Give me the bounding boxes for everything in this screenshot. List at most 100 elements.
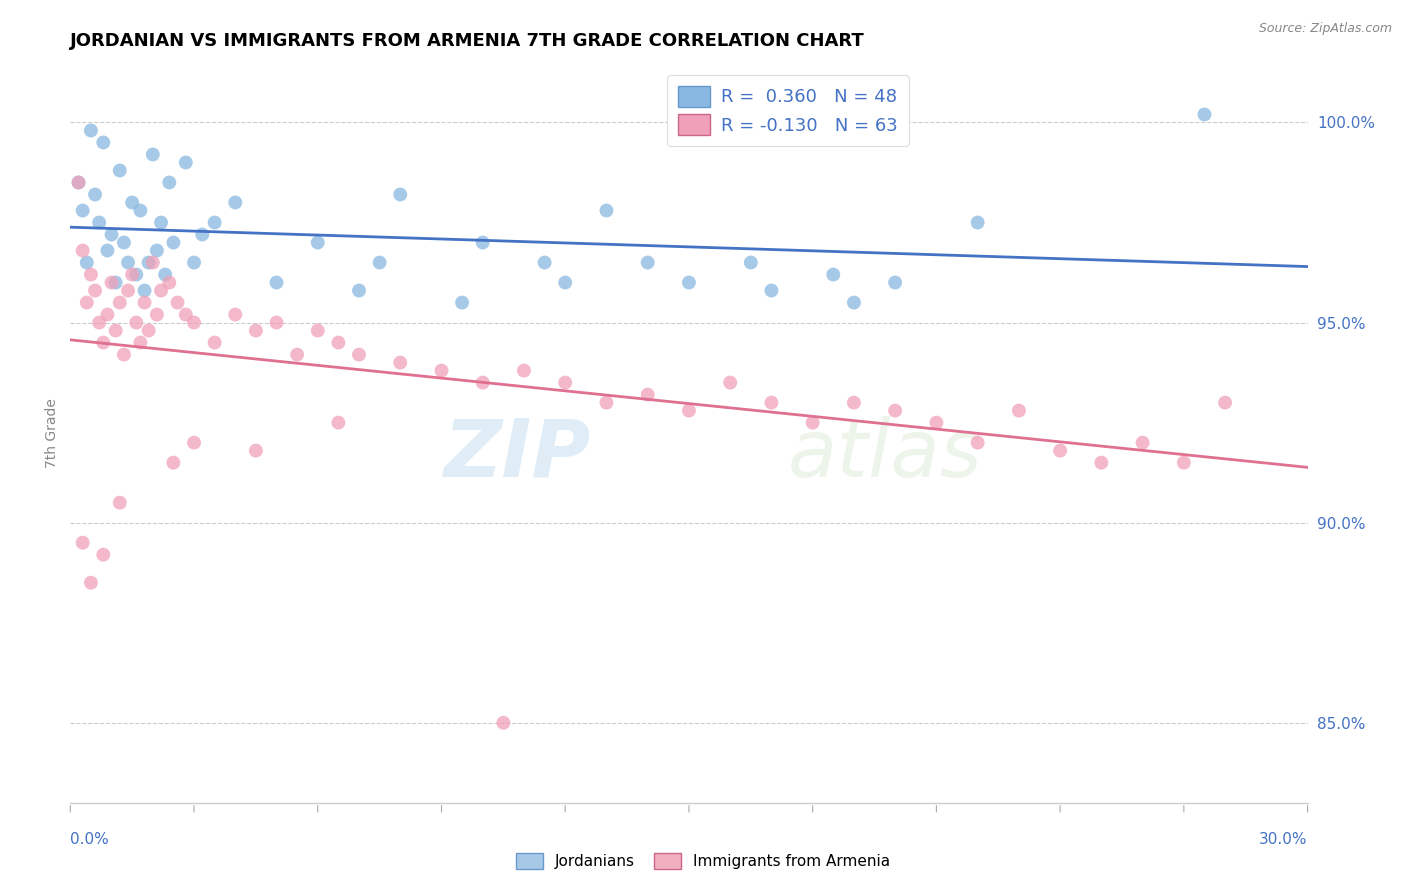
Point [138, 324, 160, 338]
Point [1049, 443, 1071, 458]
Point [761, 395, 783, 409]
Point [368, 255, 391, 269]
Point [925, 416, 948, 430]
Point [150, 215, 173, 229]
Point [307, 324, 329, 338]
Point [104, 324, 127, 338]
Point [328, 335, 350, 350]
Point [1194, 107, 1216, 121]
Point [150, 284, 173, 298]
Point [492, 715, 515, 730]
Point [166, 295, 188, 310]
Point [138, 255, 160, 269]
Point [637, 255, 659, 269]
Text: JORDANIAN VS IMMIGRANTS FROM ARMENIA 7TH GRADE CORRELATION CHART: JORDANIAN VS IMMIGRANTS FROM ARMENIA 7TH… [70, 32, 865, 50]
Point [80, 123, 103, 137]
Point [89, 316, 111, 330]
Point [125, 316, 148, 330]
Point [117, 255, 139, 269]
Point [678, 403, 700, 417]
Point [157, 276, 180, 290]
Point [740, 255, 762, 269]
Point [966, 435, 988, 450]
Point [174, 308, 197, 322]
Point [174, 155, 197, 169]
Point [80, 575, 103, 590]
Point [72, 535, 94, 549]
Point [678, 276, 700, 290]
Point [183, 316, 205, 330]
Point [108, 496, 131, 510]
Point [91, 548, 114, 562]
Point [80, 268, 103, 282]
Point [1008, 403, 1031, 417]
Point [842, 395, 865, 409]
Point [67, 176, 90, 190]
Point [129, 203, 152, 218]
Point [471, 376, 494, 390]
Point [112, 235, 135, 250]
Point [245, 324, 267, 338]
Point [146, 308, 169, 322]
Point [134, 295, 156, 310]
Point [100, 276, 122, 290]
Point [1132, 435, 1154, 450]
Legend: Jordanians, Immigrants from Armenia: Jordanians, Immigrants from Armenia [509, 847, 897, 875]
Text: ZIP: ZIP [443, 416, 591, 494]
Point [146, 244, 169, 258]
Text: atlas: atlas [787, 416, 983, 494]
Point [718, 376, 741, 390]
Point [1090, 456, 1112, 470]
Point [266, 316, 288, 330]
Point [842, 295, 865, 310]
Point [129, 335, 152, 350]
Point [471, 235, 494, 250]
Point [112, 348, 135, 362]
Text: 30.0%: 30.0% [1260, 832, 1308, 847]
Point [142, 147, 165, 161]
Point [266, 276, 288, 290]
Point [204, 215, 226, 229]
Point [637, 387, 659, 401]
Point [89, 215, 111, 229]
Point [823, 268, 845, 282]
Point [100, 227, 122, 242]
Point [389, 355, 412, 369]
Point [117, 284, 139, 298]
Point [104, 276, 127, 290]
Point [91, 335, 114, 350]
Point [191, 227, 214, 242]
Point [84, 187, 107, 202]
Point [884, 403, 907, 417]
Point [307, 235, 329, 250]
Point [761, 284, 783, 298]
Point [285, 348, 308, 362]
Point [157, 176, 180, 190]
Point [801, 416, 824, 430]
Point [884, 276, 907, 290]
Point [245, 443, 267, 458]
Point [533, 255, 555, 269]
Point [389, 187, 412, 202]
Point [96, 244, 118, 258]
Point [966, 215, 988, 229]
Point [183, 255, 205, 269]
Point [595, 203, 617, 218]
Point [142, 255, 165, 269]
Point [183, 435, 205, 450]
Text: 0.0%: 0.0% [70, 832, 110, 847]
Point [76, 255, 98, 269]
Point [72, 244, 94, 258]
Point [162, 456, 184, 470]
Point [1213, 395, 1236, 409]
Y-axis label: 7th Grade: 7th Grade [45, 398, 59, 467]
Point [121, 195, 143, 210]
Point [67, 176, 90, 190]
Legend: R =  0.360   N = 48, R = -0.130   N = 63: R = 0.360 N = 48, R = -0.130 N = 63 [666, 75, 908, 145]
Point [513, 363, 536, 377]
Point [84, 284, 107, 298]
Point [224, 195, 246, 210]
Point [108, 163, 131, 178]
Point [347, 348, 370, 362]
Point [153, 268, 176, 282]
